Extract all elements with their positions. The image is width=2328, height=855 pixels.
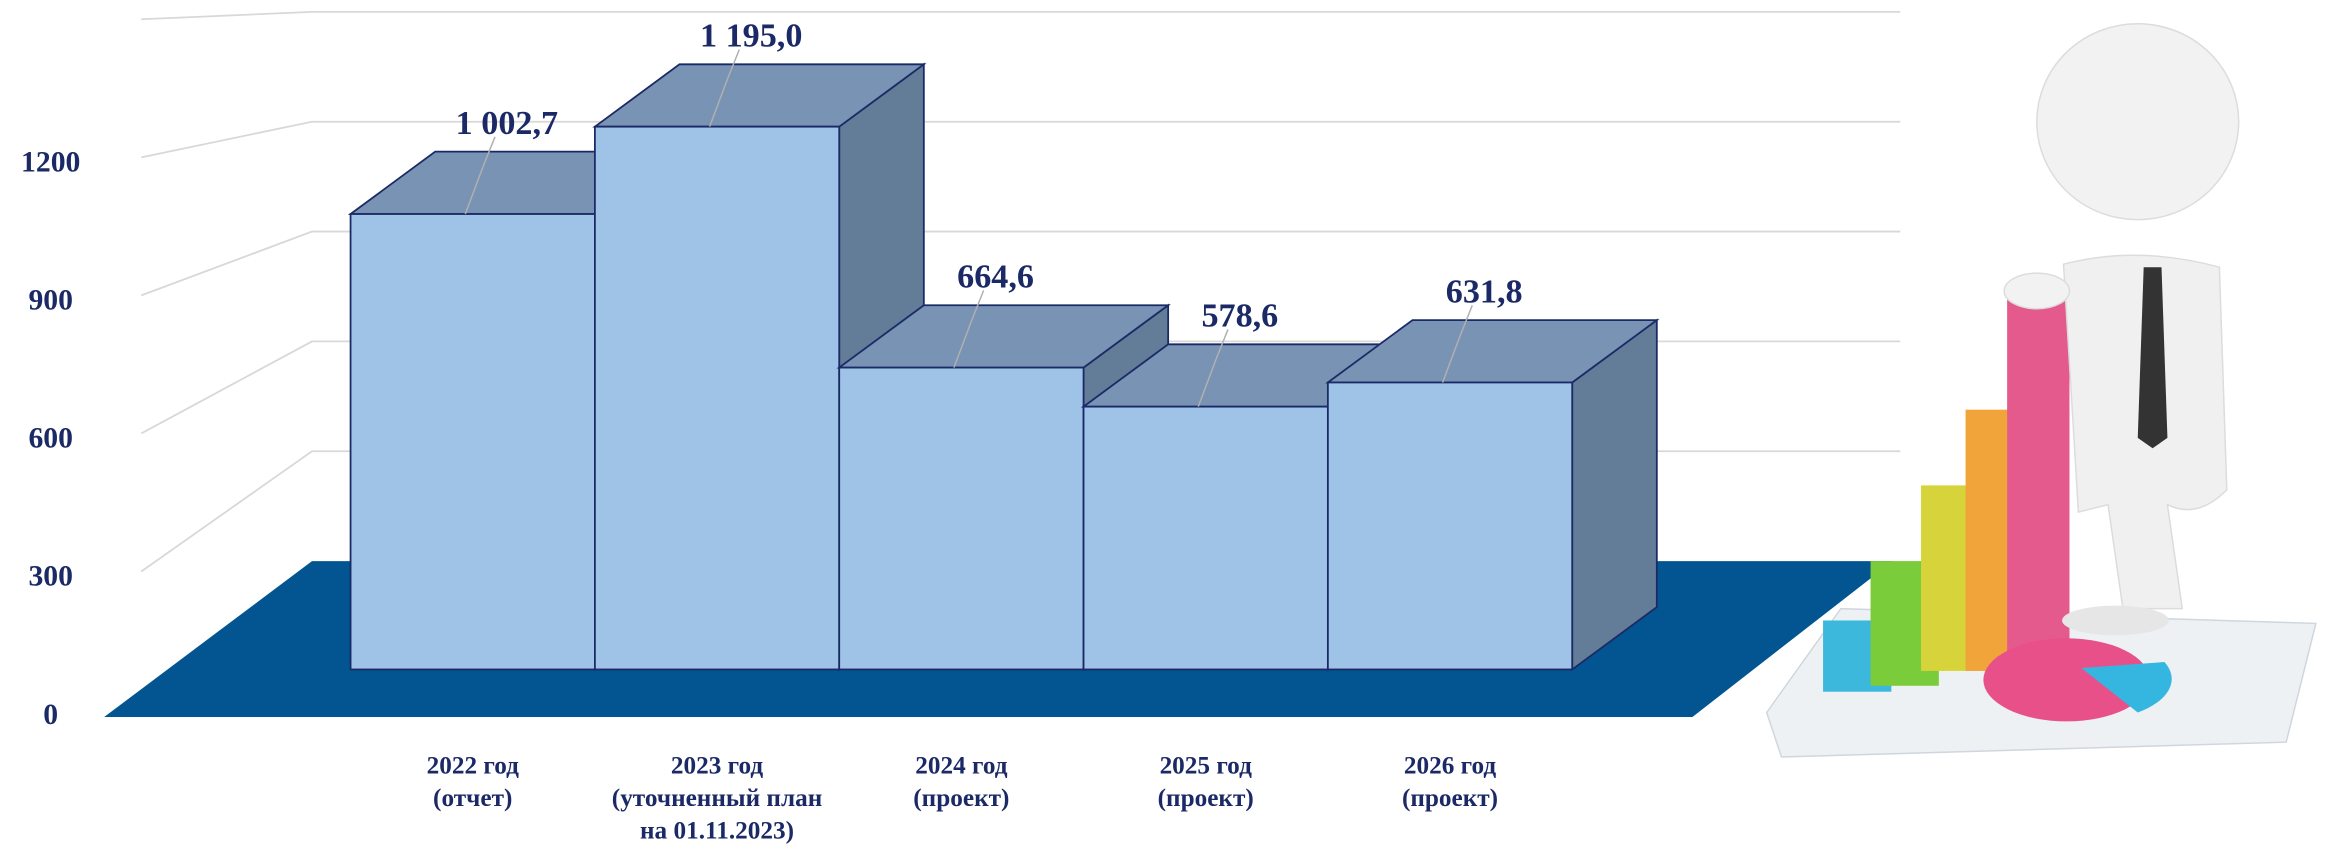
decor-bar — [2007, 296, 2070, 668]
hand — [2003, 272, 2071, 310]
leader-line — [708, 49, 741, 127]
x-tick-label: 2026 год (проект) — [1401, 751, 1499, 812]
x-tick-label-box: 2026 год (проект) — [1401, 751, 1499, 812]
x-tick-label: 2025 год (проект) — [1157, 751, 1254, 812]
grid: 0 300 600 900 1200 — [21, 10, 1901, 731]
leader-line — [1441, 305, 1473, 383]
illustration — [1765, 23, 2317, 758]
value-label: 578,6 — [1201, 297, 1278, 334]
grid-line — [141, 10, 1901, 21]
x-tick-label-box: 2023 год (уточненный план на 01.11.2023) — [611, 751, 823, 845]
foot — [2062, 605, 2169, 636]
x-tick-label-box: 2025 год (проект) — [1157, 751, 1254, 812]
bar — [1082, 405, 1329, 671]
value-label: 664,6 — [957, 258, 1034, 295]
tie — [2137, 267, 2168, 449]
grid-line — [141, 120, 1901, 159]
head — [2036, 23, 2240, 221]
leader-line — [953, 290, 985, 368]
y-tick-label: 900 — [28, 285, 73, 317]
value-label: 1 002,7 — [456, 105, 558, 142]
y-tick-label: 1200 — [21, 147, 80, 179]
y-tick-label: 300 — [28, 561, 73, 593]
x-tick-label: 2022 год (отчет) — [426, 751, 519, 812]
decor-pie — [2081, 662, 2172, 713]
x-tick-label: 2024 год (проект) — [913, 751, 1010, 812]
bar — [838, 366, 1085, 671]
x-tick-label: 2023 год (уточненный план на 01.11.2023) — [611, 751, 823, 845]
y-tick-label: 600 — [28, 423, 73, 455]
bar — [349, 213, 596, 671]
bars: 1 002,7 1 195,0 664,6 578,6 631,8 — [347, 18, 1660, 672]
leader-line — [1197, 329, 1229, 407]
x-tick-label-box: 2022 год (отчет) — [426, 751, 519, 812]
decor-pie — [1983, 638, 2150, 722]
leader-line — [464, 136, 496, 215]
x-tick-label-box: 2024 год (проект) — [913, 751, 1010, 812]
bar — [1326, 381, 1574, 671]
value-label: 1 195,0 — [700, 18, 802, 55]
y-tick-label: 0 — [43, 699, 58, 731]
category-labels: 2022 год (отчет) 2023 год (уточненный пла… — [426, 751, 1499, 845]
value-label: 631,8 — [1446, 273, 1523, 310]
grid-line — [140, 230, 1901, 297]
grid-line — [140, 340, 1901, 435]
bar — [594, 125, 841, 671]
